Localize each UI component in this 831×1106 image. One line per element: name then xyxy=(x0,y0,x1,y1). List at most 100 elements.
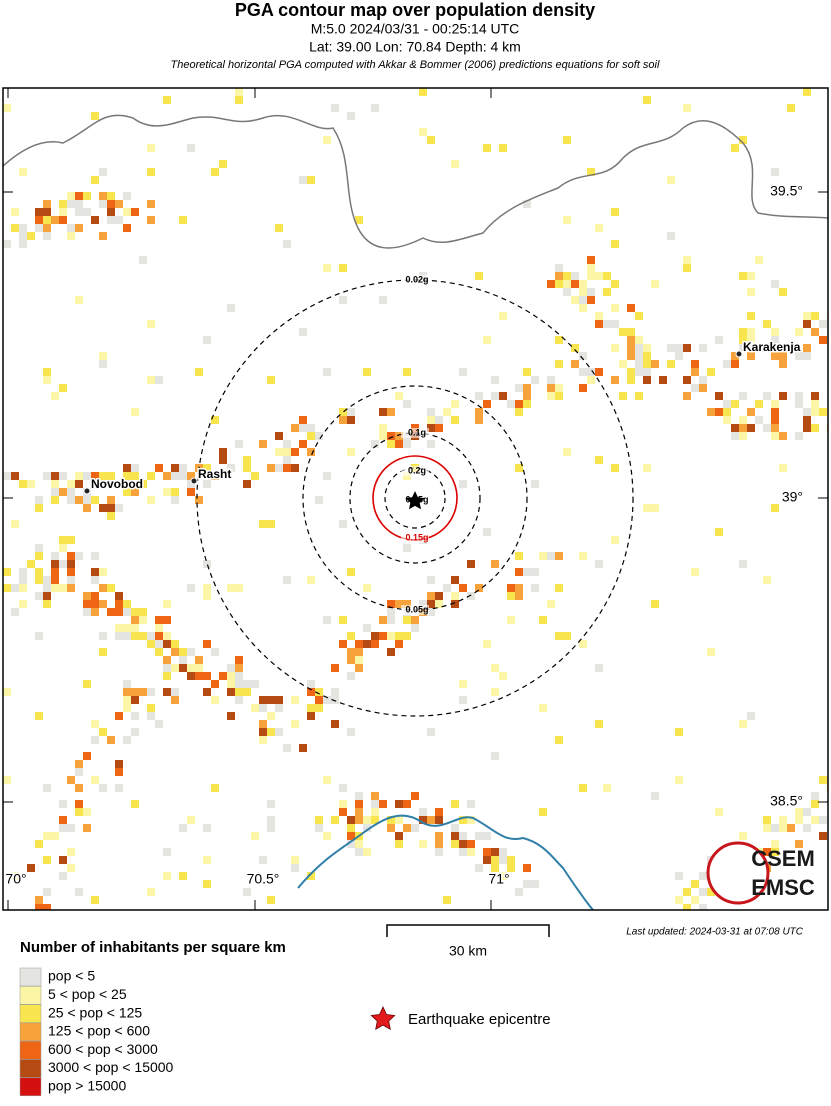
pop-cell xyxy=(787,824,795,832)
pop-cell xyxy=(299,328,307,336)
pop-cell xyxy=(67,584,75,592)
pop-cell xyxy=(331,720,339,728)
pop-cell xyxy=(771,840,779,848)
pop-cell xyxy=(403,440,411,448)
pop-cell xyxy=(387,632,395,640)
pop-cell xyxy=(0,952,3,960)
pop-cell xyxy=(691,896,699,904)
pop-cell xyxy=(19,600,27,608)
pop-cell xyxy=(699,384,707,392)
pop-cell xyxy=(419,600,427,608)
pop-cell xyxy=(771,504,779,512)
pop-cell xyxy=(259,520,267,528)
pop-cell xyxy=(283,744,291,752)
pop-cell xyxy=(771,416,779,424)
pop-cell xyxy=(155,624,163,632)
pop-cell xyxy=(43,856,51,864)
pop-cell xyxy=(59,536,67,544)
pop-cell xyxy=(451,416,459,424)
pop-cell xyxy=(571,272,579,280)
pop-cell xyxy=(91,720,99,728)
pop-cell xyxy=(35,712,43,720)
pop-cell xyxy=(339,416,347,424)
pop-cell xyxy=(147,496,155,504)
pop-cell xyxy=(467,840,475,848)
pop-cell xyxy=(731,400,739,408)
pop-cell xyxy=(75,808,83,816)
pop-cell xyxy=(443,584,451,592)
pop-cell xyxy=(35,224,43,232)
pop-cell xyxy=(819,816,827,824)
pop-cell xyxy=(627,368,635,376)
pop-cell xyxy=(387,608,395,616)
pop-cell xyxy=(139,616,147,624)
pop-cell xyxy=(59,584,67,592)
pop-cell xyxy=(795,808,803,816)
pop-cell xyxy=(259,728,267,736)
pop-cell xyxy=(387,408,395,416)
pop-cell xyxy=(451,400,459,408)
pop-cell xyxy=(187,488,195,496)
pop-cell xyxy=(115,784,123,792)
pop-cell xyxy=(395,600,403,608)
pop-cell xyxy=(795,392,803,400)
pop-cell xyxy=(283,440,291,448)
pop-cell xyxy=(811,392,819,400)
pop-cell xyxy=(147,688,155,696)
pop-cell xyxy=(451,160,459,168)
pop-cell xyxy=(59,816,67,824)
pop-cell xyxy=(291,424,299,432)
pop-cell xyxy=(507,592,515,600)
pop-cell xyxy=(507,864,515,872)
pop-cell xyxy=(195,656,203,664)
pop-cell xyxy=(11,224,19,232)
pop-cell xyxy=(539,808,547,816)
pop-cell xyxy=(51,392,59,400)
pop-cell xyxy=(163,688,171,696)
pop-cell xyxy=(331,696,339,704)
pop-cell xyxy=(811,424,819,432)
pop-cell xyxy=(67,776,75,784)
pop-cell xyxy=(499,848,507,856)
pop-cell xyxy=(771,352,779,360)
pop-cell xyxy=(115,608,123,616)
pop-cell xyxy=(267,520,275,528)
pop-cell xyxy=(43,920,51,928)
pop-cell xyxy=(91,576,99,584)
pop-cell xyxy=(699,872,707,880)
pop-cell xyxy=(235,88,243,96)
pop-cell xyxy=(51,216,59,224)
pop-cell xyxy=(115,632,123,640)
pop-cell xyxy=(219,160,227,168)
pop-cell xyxy=(739,432,747,440)
pop-cell xyxy=(499,856,507,864)
pop-cell xyxy=(99,192,107,200)
pop-cell xyxy=(227,304,235,312)
contour-label-bg xyxy=(401,605,429,615)
pop-cell xyxy=(371,640,379,648)
pop-cell xyxy=(587,296,595,304)
pop-cell xyxy=(451,800,459,808)
pop-cell xyxy=(307,432,315,440)
legend-swatch xyxy=(19,1077,42,1097)
legend-label: 25 < pop < 125 xyxy=(48,1004,142,1020)
pop-cell xyxy=(267,696,275,704)
pop-cell xyxy=(515,888,523,896)
legend-swatch xyxy=(19,1004,42,1023)
pop-cell xyxy=(19,240,27,248)
pop-cell xyxy=(803,408,811,416)
pop-cell xyxy=(451,600,459,608)
pop-cell xyxy=(19,584,27,592)
pop-cell xyxy=(491,752,499,760)
pop-cell xyxy=(43,904,51,910)
pop-cell xyxy=(515,384,523,392)
pop-cell xyxy=(739,336,747,344)
pop-cell xyxy=(715,392,723,400)
pop-cell xyxy=(523,400,531,408)
pop-cell xyxy=(395,440,403,448)
pop-cell xyxy=(747,288,755,296)
pop-cell xyxy=(443,408,451,416)
pop-cell xyxy=(547,384,555,392)
pop-cell xyxy=(643,464,651,472)
pop-cell xyxy=(291,864,299,872)
